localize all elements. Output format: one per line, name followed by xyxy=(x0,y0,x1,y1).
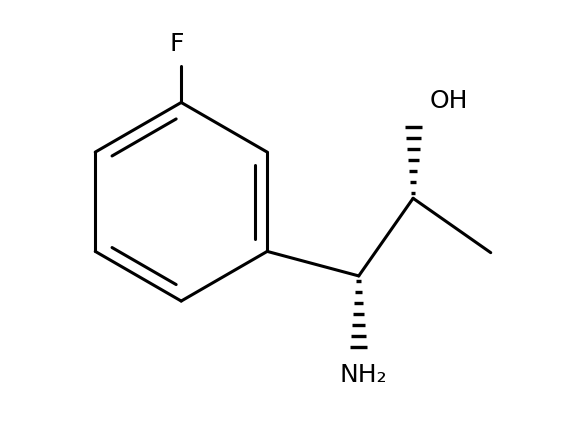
Text: OH: OH xyxy=(429,89,468,112)
Text: NH₂: NH₂ xyxy=(339,364,387,388)
Text: F: F xyxy=(169,31,184,55)
